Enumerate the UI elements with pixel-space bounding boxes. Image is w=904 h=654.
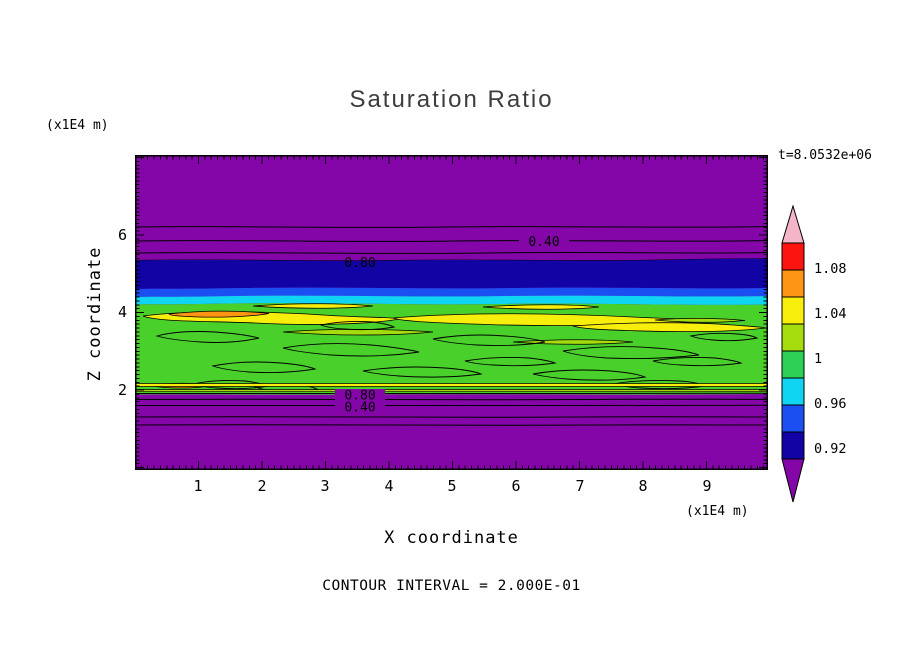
colorbar-label: 1.08 <box>814 261 847 277</box>
contour-interval-note: CONTOUR INTERVAL = 2.000E-01 <box>322 578 581 594</box>
colorbar-under-arrow <box>781 458 805 503</box>
x-tick-label: 5 <box>447 477 457 495</box>
x-tick-label: 3 <box>320 477 330 495</box>
colorbar-over-arrow <box>781 205 805 244</box>
colorbar-segment <box>781 431 805 460</box>
colorbar-segment <box>781 323 805 352</box>
contour-label-040-top: 0.40 <box>528 235 559 250</box>
x-tick-label: 2 <box>257 477 267 495</box>
colorbar-label: 1 <box>814 351 823 367</box>
colorbar-segment <box>781 350 805 379</box>
x-tick-label: 1 <box>193 477 203 495</box>
lower-contour-lines <box>135 392 768 426</box>
colorbar-segment <box>781 242 805 271</box>
time-annotation: t=8.0532e+06 <box>778 148 872 163</box>
y-tick-label: 2 <box>117 381 127 399</box>
colorbar-label: 1.04 <box>814 306 847 322</box>
colorbar: 1.08 1.04 1 0.96 0.92 <box>780 205 904 505</box>
band-blue <box>135 287 768 297</box>
x-tick-label: 4 <box>384 477 394 495</box>
bottom-stripes <box>135 383 768 393</box>
colorbar-label: 0.96 <box>814 396 847 412</box>
colorbar-segment <box>781 269 805 298</box>
green-band-contour-loops <box>155 320 759 392</box>
colorbar-label: 0.92 <box>814 441 847 457</box>
y-axis-units: (x1E4 m) <box>46 118 109 133</box>
y-tick-label: 6 <box>117 226 127 244</box>
colorbar-scale <box>781 205 805 503</box>
colorbar-segment <box>781 296 805 325</box>
x-tick-label: 7 <box>575 477 585 495</box>
contour-plot: 0.40 0.80 0.80 0.40 <box>135 155 768 470</box>
colorbar-segment <box>781 377 805 406</box>
y-axis-title: Z coordinate <box>85 246 105 382</box>
plot-frame <box>135 155 768 470</box>
yellow-streaks <box>142 303 767 389</box>
colorbar-segment <box>781 404 805 433</box>
band-cyan <box>135 295 768 305</box>
x-axis-units: (x1E4 m) <box>686 504 749 519</box>
x-tick-label: 9 <box>702 477 712 495</box>
chart-title: Saturation Ratio <box>349 86 554 113</box>
contour-value-labels: 0.40 0.80 0.80 0.40 <box>335 235 569 416</box>
band-navy <box>135 258 768 289</box>
x-axis-title: X coordinate <box>384 528 519 548</box>
x-tick-label: 8 <box>638 477 648 495</box>
contour-label-080-top: 0.80 <box>344 256 375 271</box>
contour-label-040-bottom: 0.40 <box>344 401 375 416</box>
contour-label-080-bottom: 0.80 <box>344 389 375 404</box>
y-tick-label: 4 <box>117 303 127 321</box>
x-tick-label: 6 <box>511 477 521 495</box>
